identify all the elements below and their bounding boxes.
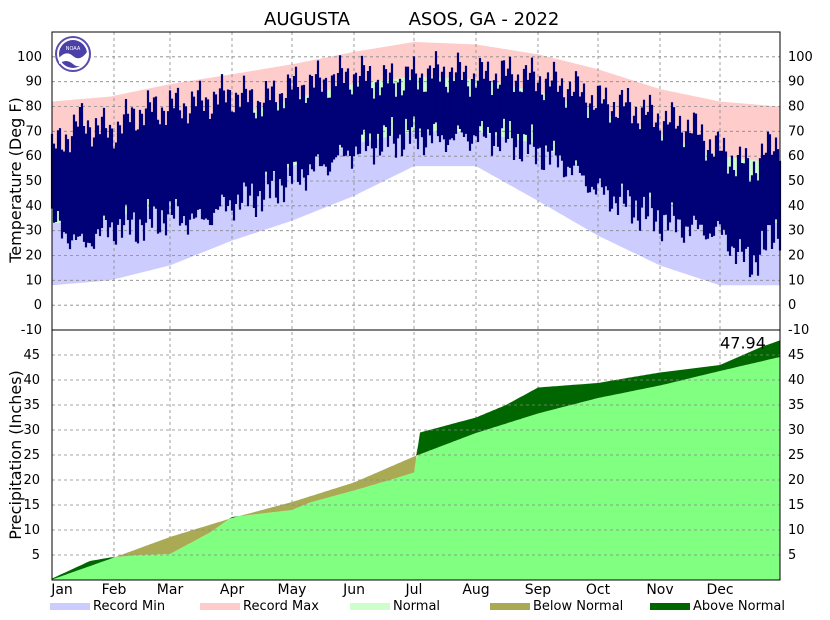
legend-label: Above Normal — [693, 599, 785, 614]
temp-tick-label-left: 20 — [25, 249, 42, 264]
temp-tick-label-left: 80 — [25, 100, 42, 115]
temp-tick-label-right: 0 — [788, 298, 796, 313]
temp-tick-label-right: 20 — [788, 249, 805, 264]
svg-text:NOAA: NOAA — [66, 46, 81, 52]
temp-tick-label-left: 30 — [25, 224, 42, 239]
temp-tick-label-right: 30 — [788, 224, 805, 239]
precip-normal-area — [52, 357, 780, 580]
precip-tick-label-left: 40 — [23, 373, 40, 388]
month-label: Apr — [220, 582, 244, 598]
temp-tick-label-left: 100 — [17, 50, 42, 65]
precip-tick-label-right: 10 — [788, 523, 805, 538]
temp-tick-label-left: 50 — [25, 174, 42, 189]
temp-tick-label-right: -10 — [788, 323, 809, 338]
month-axis: Jan Feb Mar Apr May Jun Jul Aug Sep Oct Nov Dec — [50, 582, 733, 598]
temp-tick-label-left: 0 — [34, 298, 42, 313]
legend-label: Normal — [393, 599, 440, 614]
month-label: May — [278, 582, 307, 598]
precip-tick-label-left: 15 — [23, 498, 40, 513]
temp-tick-label-right: 90 — [788, 75, 805, 90]
temp-tick-label-left: 60 — [25, 149, 42, 164]
legend-swatch — [50, 603, 90, 610]
temperature-axis-label: Temperature (Deg F) — [6, 97, 25, 264]
precip-tick-label-left: 10 — [23, 523, 40, 538]
temperature-panel: -10 -10 0 0 10 10 20 20 30 30 40 40 50 50 60 60 70 70 80 80… — [17, 31, 813, 580]
legend-label: Below Normal — [533, 599, 623, 614]
temp-tick-label-right: 60 — [788, 149, 805, 164]
month-label: Jul — [405, 582, 423, 598]
legend: Record Min Record Max Normal Below Normal Ab… — [50, 599, 785, 614]
legend-label: Record Min — [93, 599, 165, 614]
precip-tick-label-right: 35 — [788, 398, 805, 413]
temp-tick-label-left: 90 — [25, 75, 42, 90]
precip-tick-label-left: 45 — [23, 348, 40, 363]
temp-tick-label-left: 70 — [25, 124, 42, 139]
precip-tick-label-right: 40 — [788, 373, 805, 388]
temp-tick-label-right: 70 — [788, 124, 805, 139]
precip-tick-label-left: 25 — [23, 448, 40, 463]
precip-tick-label-left: 20 — [23, 473, 40, 488]
precip-tick-label-right: 20 — [788, 473, 805, 488]
month-label: Dec — [706, 582, 733, 598]
precip-tick-label-left: 30 — [23, 423, 40, 438]
precip-total-label: 47.94 — [720, 334, 766, 353]
precipitation-frame — [51, 329, 781, 581]
precipitation-axis-label: Precipitation (Inches) — [6, 370, 25, 540]
temp-tick-label-right: 80 — [788, 100, 805, 115]
temp-tick-label-right: 40 — [788, 199, 805, 214]
noaa-logo-icon: NOAA — [55, 36, 91, 72]
month-label: Sep — [525, 582, 552, 598]
precip-tick-label-right: 25 — [788, 448, 805, 463]
legend-swatch — [650, 603, 690, 610]
precip-tick-label-left: 35 — [23, 398, 40, 413]
month-label: Mar — [157, 582, 184, 598]
month-label: Oct — [586, 582, 611, 598]
temp-tick-label-right: 10 — [788, 273, 805, 288]
temp-tick-label-right: 50 — [788, 174, 805, 189]
month-label: Jan — [50, 582, 73, 598]
month-label: Feb — [102, 582, 127, 598]
legend-swatch — [200, 603, 240, 610]
temp-tick-label-left: -10 — [21, 323, 42, 338]
legend-label: Record Max — [243, 599, 319, 614]
temp-tick-label-left: 10 — [25, 273, 42, 288]
month-label: Jun — [342, 582, 365, 598]
precip-tick-label-right: 15 — [788, 498, 805, 513]
temp-tick-label-right: 100 — [788, 50, 813, 65]
temp-tick-label-left: 40 — [25, 199, 42, 214]
month-label: Aug — [462, 582, 489, 598]
chart-title-station: AUGUSTA — [264, 9, 351, 30]
precip-tick-label-right: 5 — [788, 548, 796, 563]
legend-swatch — [350, 603, 390, 610]
precip-tick-label-right: 45 — [788, 348, 805, 363]
legend-swatch — [490, 603, 530, 610]
month-label: Nov — [646, 582, 673, 598]
chart-title-network: ASOS, GA - 2022 — [409, 9, 560, 30]
precipitation-panel: 5 5 10 10 15 15 20 20 25 25 30 30 35 35 40 40 45 45 47.94 — [23, 329, 805, 581]
record-max-band — [52, 41, 780, 164]
precip-tick-label-left: 5 — [32, 548, 40, 563]
precip-tick-label-right: 30 — [788, 423, 805, 438]
